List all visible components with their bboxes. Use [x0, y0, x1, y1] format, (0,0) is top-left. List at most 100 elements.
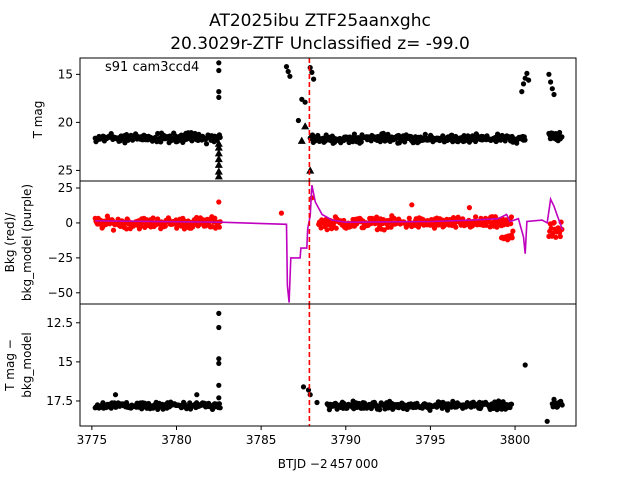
data-point-tmag [302, 99, 308, 105]
data-point-tmag [311, 76, 317, 82]
data-point-bkg [216, 199, 222, 205]
data-point-resid [307, 392, 313, 398]
x-tick-label: 3785 [246, 433, 277, 447]
data-point-bkg [557, 233, 563, 240]
data-point-tmag [522, 137, 528, 143]
data-point-bkg [324, 227, 330, 233]
y-tick-label-tmag: 20 [58, 115, 73, 129]
y-tick-label-tmag: 15 [58, 67, 73, 81]
data-point-bkg [333, 225, 339, 231]
bkg-model-line [95, 185, 564, 303]
data-point-resid [444, 407, 451, 413]
data-point-tmag [158, 139, 164, 145]
y-axis-label-resid-line1: T mag − [3, 339, 17, 392]
upper-limit-marker-tmag [214, 172, 223, 180]
panel-resid-marks [92, 304, 565, 426]
data-point-tmag [287, 73, 293, 79]
data-point-bkg [212, 215, 218, 221]
y-tick-label-bkg: −25 [48, 251, 73, 265]
data-point-tmag [217, 134, 223, 140]
upper-limit-marker-tmag [214, 139, 223, 147]
data-point-tmag [520, 81, 527, 87]
data-point-bkg [508, 214, 514, 220]
data-point-bkg [391, 215, 397, 221]
data-point-tmag [216, 67, 222, 74]
data-point-tmag [524, 70, 530, 76]
data-point-tmag [295, 117, 301, 124]
data-point-tmag [358, 139, 364, 145]
data-point-tmag [519, 89, 525, 95]
data-point-tmag [216, 89, 222, 95]
data-point-bkg [508, 221, 514, 227]
data-point-tmag [285, 68, 291, 75]
data-point-resid [499, 406, 505, 412]
x-tick-label: 3800 [500, 433, 531, 447]
y-axis-label-bkg-line2: bkg_model (purple) [20, 184, 34, 301]
data-point-resid [217, 405, 223, 411]
y-tick-label-bkg: −50 [48, 286, 73, 300]
data-point-tmag [216, 94, 222, 100]
data-point-tmag [309, 69, 315, 75]
data-point-bkg [431, 225, 438, 231]
y-axis-label-bkg-line1: Bkg (red)/ [3, 212, 17, 273]
data-point-resid [216, 356, 222, 362]
x-tick-label: 3795 [415, 433, 446, 447]
data-point-bkg [406, 215, 412, 221]
data-point-resid [216, 395, 222, 401]
data-point-tmag [551, 91, 557, 98]
chart-title-line1: AT2025ibu ZTF25aanxghc [209, 11, 431, 31]
sector-annotation: s91 cam3ccd4 [105, 60, 199, 75]
data-point-bkg [551, 219, 557, 226]
data-point-bkg [150, 215, 156, 221]
y-tick-label-bkg: 25 [58, 181, 73, 195]
data-point-resid [522, 362, 528, 368]
data-point-resid [216, 324, 222, 331]
data-point-tmag [189, 138, 195, 144]
data-point-resid [194, 392, 200, 398]
data-point-bkg [409, 202, 415, 208]
data-point-resid [377, 407, 383, 413]
data-point-bkg [388, 224, 394, 230]
data-point-resid [216, 310, 222, 316]
data-point-tmag [307, 65, 313, 71]
data-point-bkg [510, 228, 516, 234]
data-point-bkg [278, 210, 284, 216]
y-axis-label-resid-line2: bkg_model [20, 332, 34, 398]
x-axis-label: BTJD −2 457 000 [278, 457, 378, 471]
data-point-bkg [162, 223, 168, 229]
data-point-bkg [553, 234, 559, 240]
chart-title-line2: 20.3029r-ZTF Unclassified z= -99.0 [170, 34, 470, 54]
y-tick-label-bkg: 0 [65, 216, 73, 230]
data-point-tmag [351, 131, 357, 137]
upper-limit-marker-tmag [214, 167, 223, 175]
x-tick-label: 3780 [161, 433, 192, 447]
data-point-bkg [473, 214, 479, 220]
data-point-resid [427, 407, 433, 413]
data-point-resid [216, 360, 222, 366]
panel-bkg-marks [92, 181, 565, 304]
data-point-tmag [559, 134, 565, 140]
data-point-resid [551, 396, 557, 402]
upper-limit-marker-tmag [214, 143, 223, 151]
upper-limit-marker-tmag [214, 149, 223, 157]
data-point-bkg [466, 205, 472, 211]
data-point-resid [496, 398, 502, 404]
data-point-tmag [557, 129, 563, 136]
data-point-tmag [422, 131, 428, 137]
data-point-bkg [453, 224, 459, 230]
panel-frame-bkg [79, 180, 577, 305]
y-tick-label-resid: 17.5 [46, 394, 73, 408]
upper-limit-marker-tmag [214, 154, 223, 163]
data-point-resid [216, 382, 222, 388]
data-point-tmag [203, 141, 210, 147]
data-point-tmag [526, 77, 532, 83]
data-point-resid [300, 384, 307, 390]
data-point-bkg [381, 227, 387, 233]
data-point-tmag [402, 139, 408, 145]
panel-frame-resid [79, 303, 577, 427]
panel-tmag-marks [92, 58, 565, 181]
upper-limit-marker-tmag [301, 122, 310, 130]
y-tick-label-tmag: 25 [58, 163, 73, 177]
x-tick-label: 3775 [77, 433, 108, 447]
data-point-bkg [110, 227, 117, 233]
